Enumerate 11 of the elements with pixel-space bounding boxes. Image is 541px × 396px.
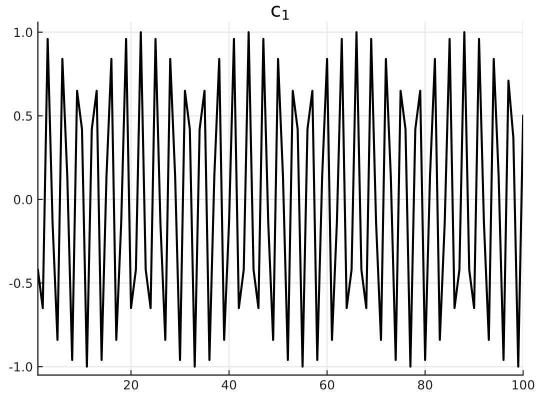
chart-title: c$_{1}$ (271, 6, 289, 20)
y-tick-label: -0.5 (9, 278, 32, 288)
y-tick-label: 0.5 (14, 111, 32, 121)
y-tick-label: 0.0 (14, 194, 32, 204)
y-tick-label: 1.0 (14, 28, 32, 38)
y-tick-label: -1.0 (9, 362, 32, 372)
x-tick-label: 80 (418, 380, 432, 390)
x-tick-label: 60 (320, 380, 334, 390)
x-tick-label: 20 (124, 380, 138, 390)
x-tick-label: 100 (512, 380, 534, 390)
x-tick-label: 40 (222, 380, 236, 390)
